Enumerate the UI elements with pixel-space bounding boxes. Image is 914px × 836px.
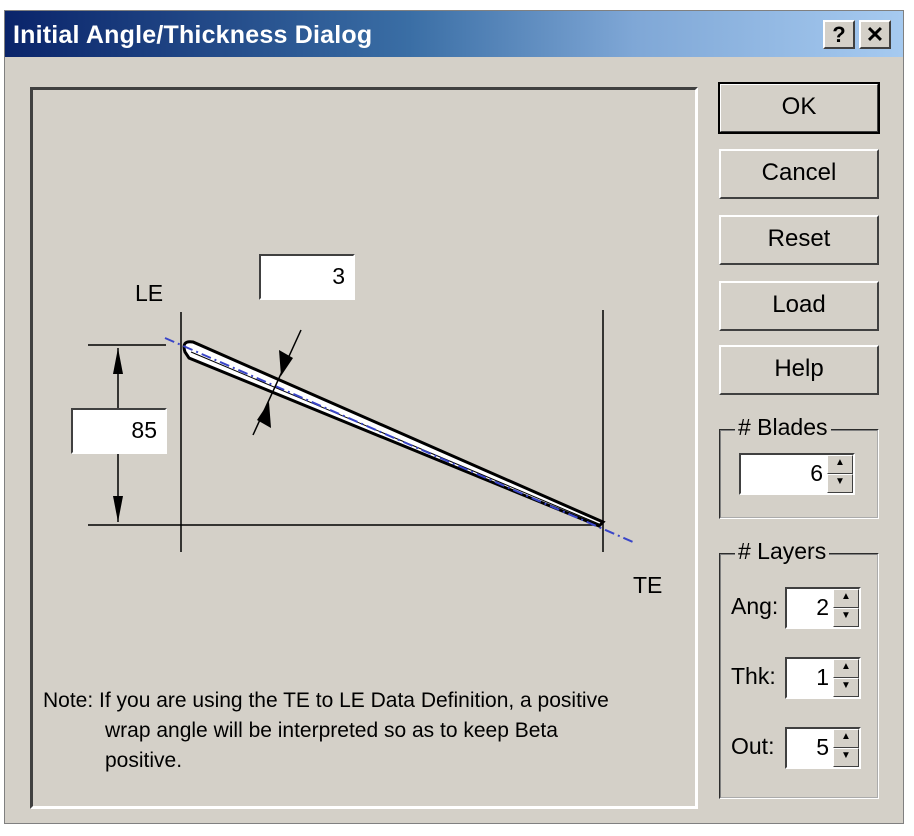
ok-button[interactable]: OK bbox=[718, 82, 880, 134]
thickness-arrow-bottom bbox=[257, 402, 271, 428]
title-bar[interactable]: Initial Angle/Thickness Dialog ? ✕ bbox=[5, 11, 903, 57]
blade-profile bbox=[182, 340, 606, 528]
blades-up-arrow-icon[interactable]: ▲ bbox=[827, 455, 853, 474]
blades-value: 6 bbox=[810, 460, 823, 486]
dialog-window: Initial Angle/Thickness Dialog ? ✕ bbox=[4, 10, 904, 824]
blades-group: # Blades 6 ▲ ▼ bbox=[719, 414, 879, 519]
thk-down-arrow-icon[interactable]: ▼ bbox=[833, 678, 859, 697]
ang-up-arrow-icon[interactable]: ▲ bbox=[833, 589, 859, 608]
blades-group-title: # Blades bbox=[735, 414, 831, 441]
ang-spinner[interactable]: 2 ▲ ▼ bbox=[785, 587, 861, 629]
out-spinner-arrows: ▲ ▼ bbox=[833, 729, 859, 767]
close-icon[interactable]: ✕ bbox=[859, 20, 891, 49]
blades-spinner-arrows: ▲ ▼ bbox=[827, 455, 853, 493]
layers-group: # Layers Ang: 2 ▲ ▼ Thk: 1 ▲ ▼ Out: 5 ▲ … bbox=[719, 538, 879, 799]
dimension-arrow-down bbox=[113, 496, 123, 522]
thk-value: 1 bbox=[816, 664, 829, 690]
cancel-button[interactable]: Cancel bbox=[719, 149, 879, 199]
te-label: TE bbox=[633, 572, 663, 598]
out-label: Out: bbox=[731, 733, 775, 759]
out-spinner[interactable]: 5 ▲ ▼ bbox=[785, 727, 861, 769]
ang-spinner-arrows: ▲ ▼ bbox=[833, 589, 859, 627]
ang-value: 2 bbox=[816, 594, 829, 620]
thk-label: Thk: bbox=[731, 663, 776, 689]
dimension-arrow-up bbox=[113, 348, 123, 374]
out-down-arrow-icon[interactable]: ▼ bbox=[833, 748, 859, 767]
thickness-arrow-top bbox=[279, 350, 293, 376]
blade-camber-line bbox=[190, 351, 600, 525]
dialog-title: Initial Angle/Thickness Dialog bbox=[13, 21, 373, 49]
help-button[interactable]: Help bbox=[719, 345, 879, 395]
note-line-1: Note: If you are using the TE to LE Data… bbox=[43, 689, 609, 712]
reset-button[interactable]: Reset bbox=[719, 215, 879, 265]
ang-down-arrow-icon[interactable]: ▼ bbox=[833, 608, 859, 627]
ang-label: Ang: bbox=[731, 593, 779, 619]
blade-centerline bbox=[164, 337, 634, 543]
note-line-2: wrap angle will be interpreted so as to … bbox=[105, 719, 558, 742]
blade-diagram bbox=[88, 310, 634, 552]
blades-down-arrow-icon[interactable]: ▼ bbox=[827, 474, 853, 493]
thk-up-arrow-icon[interactable]: ▲ bbox=[833, 659, 859, 678]
le-label: LE bbox=[135, 280, 164, 306]
out-up-arrow-icon[interactable]: ▲ bbox=[833, 729, 859, 748]
thickness-input[interactable]: 3 bbox=[259, 254, 355, 300]
note-text: Note: If you are using the TE to LE Data… bbox=[43, 686, 609, 776]
thk-spinner[interactable]: 1 ▲ ▼ bbox=[785, 657, 861, 699]
out-value: 5 bbox=[816, 734, 829, 760]
layers-group-title: # Layers bbox=[735, 538, 830, 565]
help-question-icon[interactable]: ? bbox=[823, 20, 855, 49]
note-line-3: positive. bbox=[105, 749, 183, 772]
blade-diagram-panel: LE TE 3 85 Note: If you are using the TE… bbox=[30, 87, 698, 809]
blades-spinner[interactable]: 6 ▲ ▼ bbox=[739, 453, 855, 495]
thk-spinner-arrows: ▲ ▼ bbox=[833, 659, 859, 697]
angle-input[interactable]: 85 bbox=[71, 408, 167, 454]
load-button[interactable]: Load bbox=[719, 281, 879, 331]
